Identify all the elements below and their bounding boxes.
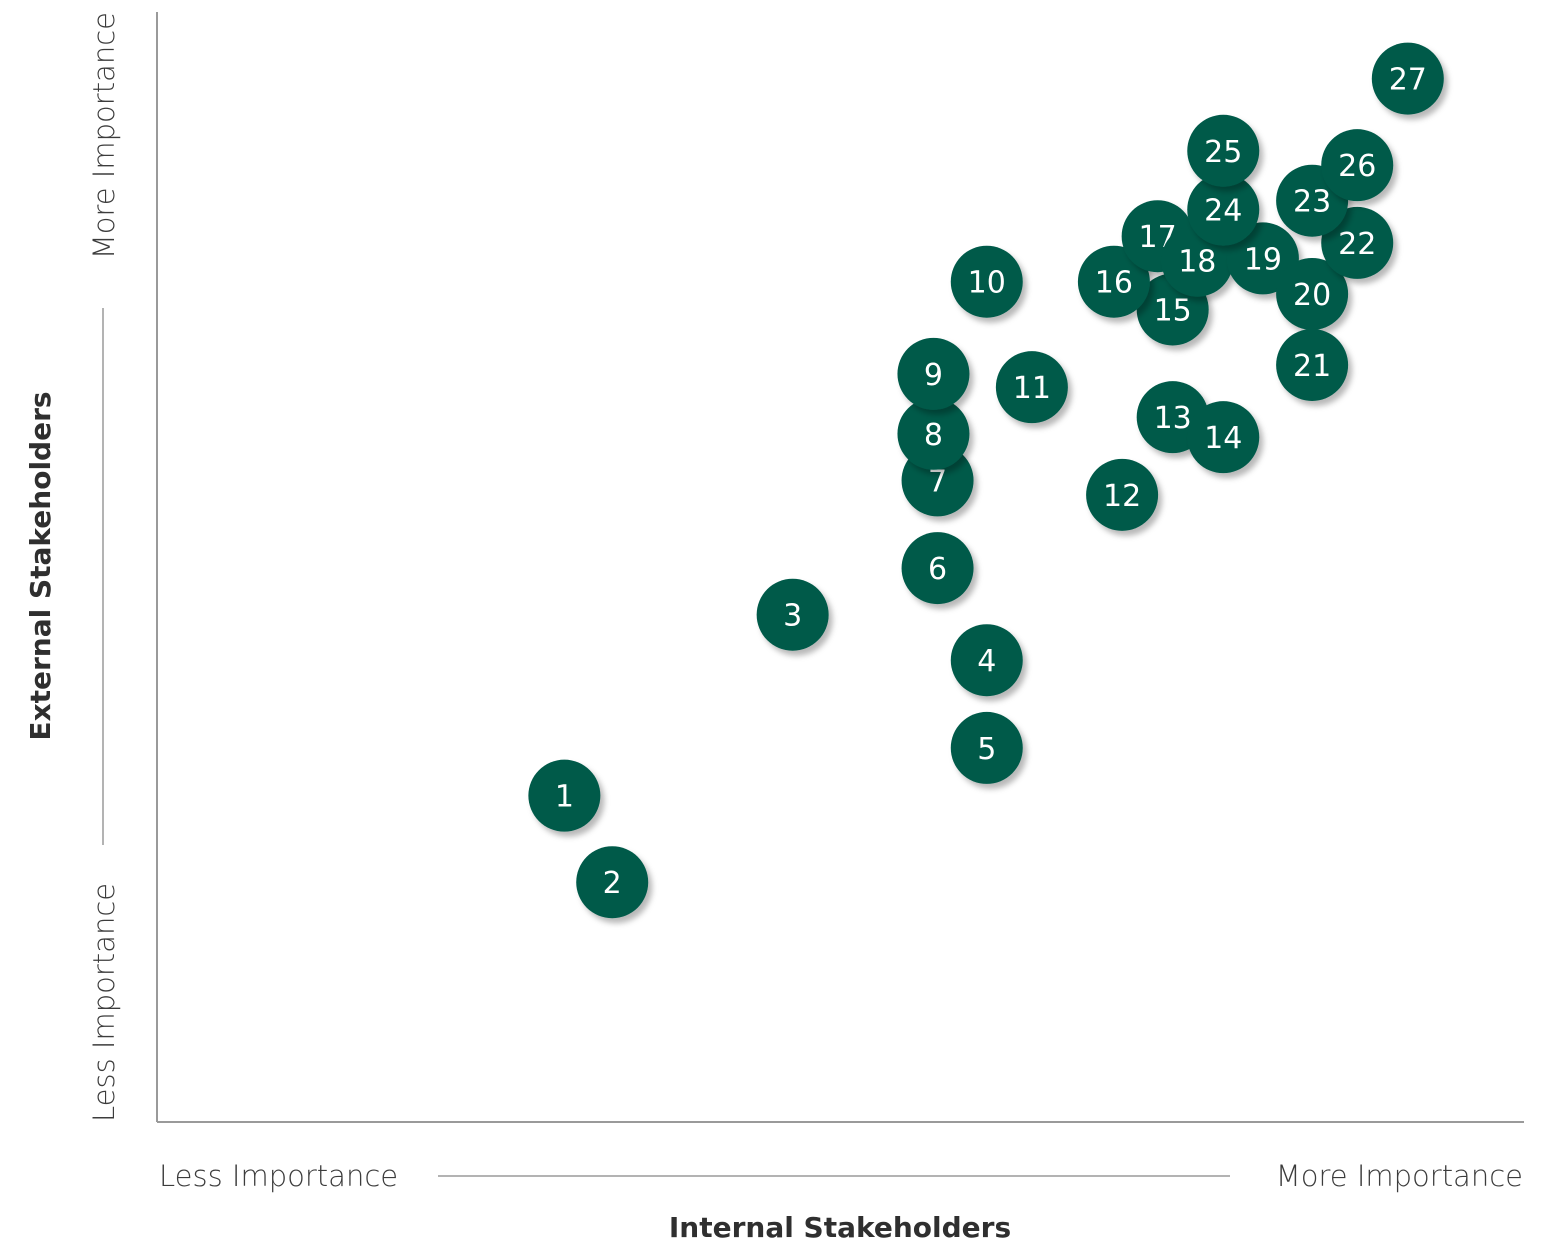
x-low-label: Less Importance [159, 1159, 398, 1193]
y-low-label: Less Importance [87, 883, 121, 1122]
point-label: 26 [1338, 149, 1376, 184]
point-marker [1276, 328, 1349, 401]
y-high-label: More Importance [87, 12, 121, 259]
x-axis-title: Internal Stakeholders [669, 1211, 1011, 1244]
point-2: 2 [576, 846, 649, 919]
point-label: 19 [1244, 242, 1282, 277]
point-marker [1276, 257, 1349, 330]
point-16: 16 [1077, 245, 1150, 318]
point-marker [995, 351, 1068, 424]
point-label: 5 [977, 732, 996, 767]
point-label: 22 [1338, 227, 1376, 262]
point-marker [576, 846, 649, 919]
point-marker [1077, 245, 1150, 318]
point-25: 25 [1187, 114, 1260, 187]
point-label: 4 [977, 644, 996, 679]
point-marker [901, 532, 974, 605]
point-label: 12 [1103, 479, 1141, 514]
point-label: 18 [1178, 245, 1216, 280]
point-label: 8 [924, 418, 943, 453]
point-label: 2 [603, 866, 622, 901]
point-14: 14 [1187, 401, 1260, 474]
point-label: 6 [928, 552, 947, 587]
point-marker [1086, 458, 1159, 531]
point-1: 1 [528, 759, 601, 832]
point-label: 20 [1293, 278, 1331, 313]
point-label: 1 [555, 780, 574, 815]
point-9: 9 [897, 337, 970, 410]
point-marker [528, 759, 601, 832]
point-5: 5 [950, 711, 1023, 784]
point-marker [1321, 206, 1394, 279]
point-label: 25 [1204, 135, 1242, 170]
point-3: 3 [756, 578, 829, 651]
point-marker [756, 578, 829, 651]
point-label: 27 [1389, 63, 1427, 98]
point-marker [1187, 401, 1260, 474]
point-label: 3 [783, 599, 802, 634]
point-marker [1187, 114, 1260, 187]
point-24: 24 [1187, 173, 1260, 246]
point-20: 20 [1276, 257, 1349, 330]
point-marker [897, 397, 970, 470]
point-27: 27 [1371, 42, 1444, 115]
point-label: 10 [968, 266, 1006, 301]
point-marker [950, 711, 1023, 784]
point-10: 10 [950, 245, 1023, 318]
point-marker [1187, 173, 1260, 246]
point-label: 14 [1204, 421, 1242, 456]
point-label: 15 [1154, 293, 1192, 328]
point-4: 4 [950, 624, 1023, 697]
point-marker [950, 624, 1023, 697]
point-label: 16 [1095, 266, 1133, 301]
point-label: 11 [1013, 371, 1051, 406]
point-11: 11 [995, 351, 1068, 424]
point-22: 22 [1321, 206, 1394, 279]
point-marker [1371, 42, 1444, 115]
point-marker [1321, 129, 1394, 202]
point-label: 7 [928, 464, 947, 499]
y-axis-title: External Stakeholders [24, 391, 57, 740]
point-marker [897, 337, 970, 410]
x-high-label: More Importance [1276, 1159, 1523, 1193]
point-label: 23 [1293, 185, 1331, 220]
point-6: 6 [901, 532, 974, 605]
point-label: 9 [924, 358, 943, 393]
point-label: 24 [1204, 194, 1242, 229]
point-label: 13 [1154, 401, 1192, 436]
point-12: 12 [1086, 458, 1159, 531]
point-26: 26 [1321, 129, 1394, 202]
point-marker [950, 245, 1023, 318]
point-label: 21 [1293, 349, 1331, 384]
point-21: 21 [1276, 328, 1349, 401]
point-8: 8 [897, 397, 970, 470]
